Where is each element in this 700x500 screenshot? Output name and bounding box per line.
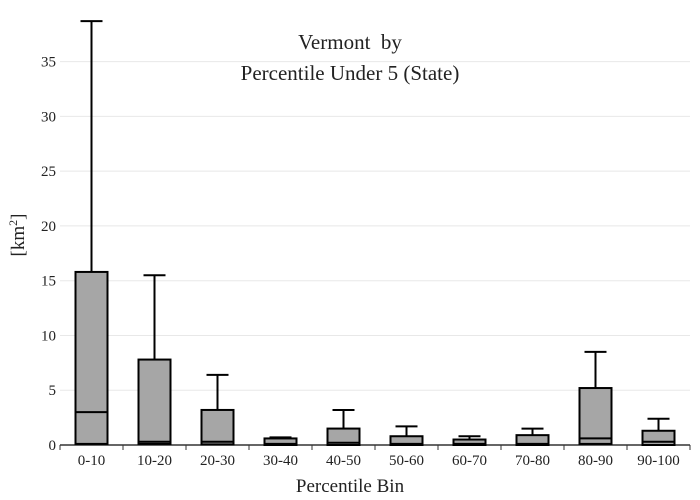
y-tick-label: 30: [41, 109, 56, 125]
box-body: [641, 429, 676, 447]
box-50-60: [389, 425, 424, 447]
y-tick-label: 35: [41, 55, 56, 71]
box-body: [263, 437, 298, 446]
y-axis-label-close: ]: [8, 213, 30, 220]
box-20-30: [200, 373, 235, 446]
x-tick-label: 50-60: [389, 453, 424, 469]
x-tick-label: 40-50: [326, 453, 361, 469]
y-tick-label: 15: [41, 274, 56, 290]
box-body: [200, 408, 235, 446]
box-40-50: [326, 408, 361, 446]
x-tick-label: 70-80: [515, 453, 550, 469]
box-body: [515, 434, 550, 447]
y-tick-label: 0: [49, 438, 57, 454]
x-tick-label: 20-30: [200, 453, 235, 469]
gridlines: [60, 61, 690, 391]
x-tick-label: 80-90: [578, 453, 613, 469]
box-body: [389, 435, 424, 447]
y-axis-label-superscript: 2: [5, 219, 20, 226]
x-tick-label: 0-10: [78, 453, 106, 469]
y-tick-label: 20: [41, 219, 56, 235]
chart-title-line-2: Percentile Under 5 (State): [240, 61, 460, 85]
box-90-100: [641, 417, 676, 447]
y-axis-label-text: [km: [8, 225, 30, 257]
box-80-90: [578, 350, 613, 445]
y-axis-label: [km2]: [6, 214, 30, 257]
box-body: [452, 438, 487, 446]
box-body: [74, 270, 109, 445]
x-tick-label: 90-100: [637, 453, 680, 469]
box-body: [578, 387, 613, 445]
box-70-80: [515, 427, 550, 447]
boxes: [74, 20, 676, 447]
box-body: [137, 358, 172, 445]
x-tick-label: 30-40: [263, 453, 298, 469]
y-tick-label: 5: [49, 383, 57, 399]
axes: [59, 444, 691, 450]
box-body: [326, 427, 361, 446]
x-axis-label: Percentile Bin: [295, 476, 405, 497]
tick-labels: 0 5 10 15 20 25 30 35 0-10 10-20 20-30 30-40 40-50 50…: [41, 55, 680, 469]
box-0-10: [74, 20, 109, 445]
x-tick-label: 10-20: [137, 453, 172, 469]
x-tick-label: 60-70: [452, 453, 487, 469]
y-tick-label: 25: [41, 164, 56, 180]
box-60-70: [452, 435, 487, 446]
box-10-20: [137, 274, 172, 445]
chart-title-line-1: Vermont by: [298, 30, 402, 54]
y-tick-label: 10: [41, 328, 56, 344]
box-30-40: [263, 436, 298, 446]
